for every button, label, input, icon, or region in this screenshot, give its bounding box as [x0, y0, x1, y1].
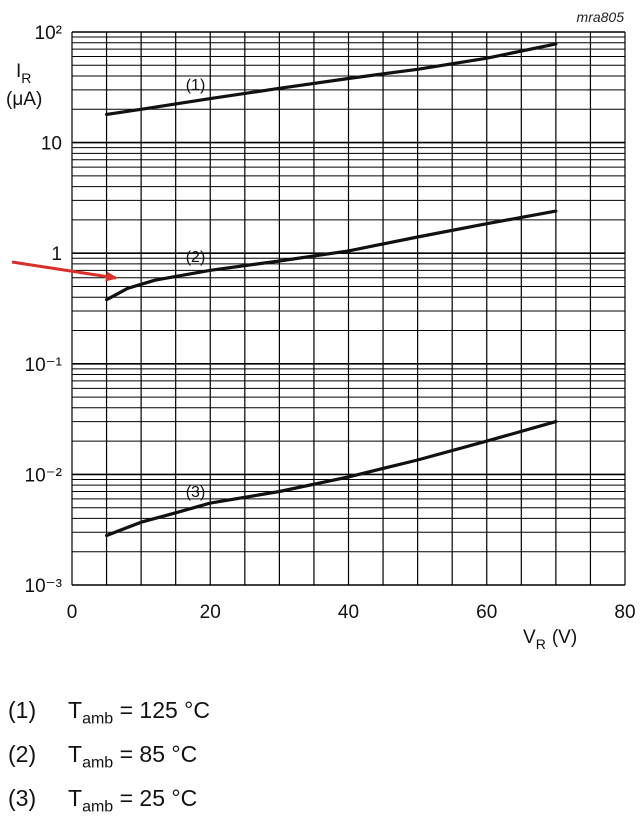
legend-num: (2): [8, 741, 37, 767]
x-tick-label: 0: [67, 602, 78, 623]
y-tick-label: 10⁻³: [25, 576, 63, 597]
legend-row-3: (3) Tamb = 25 °C: [0, 785, 640, 825]
x-axis-unit: (V): [552, 627, 577, 648]
x-tick-labels: 0 20 40 60 80: [67, 602, 636, 623]
series-line-2: [104, 209, 558, 302]
series-line-3: [104, 420, 558, 538]
legend-num: (3): [8, 785, 37, 811]
x-tick-label: 20: [200, 602, 221, 623]
legend-row-2: (2) Tamb = 85 °C: [0, 741, 640, 781]
legend-num: (1): [8, 697, 37, 723]
y-tick-label: 10²: [35, 23, 62, 44]
y-axis-subscript: R: [21, 70, 31, 86]
y-axis-unit: (μA): [6, 89, 42, 110]
x-tick-label: 60: [476, 602, 497, 623]
y-tick-label: 10⁻²: [25, 465, 63, 486]
figure-tag: mra805: [577, 9, 625, 25]
svg-text:VR(V): VR (V): [523, 627, 577, 652]
series-label-1: (1): [186, 77, 206, 94]
series-label-3: (3): [186, 484, 206, 501]
annotation-arrow: [11, 260, 118, 282]
y-tick-label: 10: [41, 134, 62, 155]
chart: 10⁻³ 10⁻² 10⁻¹ 1 10 10² 0 20 40 60 80 (1) (2) (3) m…: [6, 9, 636, 652]
x-axis-title: VR (V): [523, 627, 577, 652]
x-axis-symbol: V: [523, 627, 536, 648]
y-tick-labels: 10⁻³ 10⁻² 10⁻¹ 1 10 10²: [25, 23, 63, 597]
x-tick-label: 40: [338, 602, 359, 623]
grid-lines: [71, 31, 626, 586]
x-tick-label: 80: [614, 602, 635, 623]
y-tick-label: 1: [51, 244, 62, 265]
y-tick-label: 10⁻¹: [25, 355, 63, 376]
curves: [104, 42, 558, 538]
curve-labels: (1) (2) (3): [186, 77, 206, 501]
legend-text: Tamb = 125 °C: [68, 697, 210, 728]
series-line-1: [104, 42, 558, 117]
x-axis-subscript: R: [536, 636, 546, 652]
series-label-2: (2): [186, 249, 206, 266]
y-axis-title: IR (μA): [6, 61, 42, 110]
legend-text: Tamb = 25 °C: [68, 785, 198, 816]
legend-text: Tamb = 85 °C: [68, 741, 198, 772]
y-axis-symbol: I: [16, 61, 21, 82]
legend-row-1: (1) Tamb = 125 °C: [0, 697, 640, 737]
svg-text:IR: IR: [16, 61, 31, 86]
